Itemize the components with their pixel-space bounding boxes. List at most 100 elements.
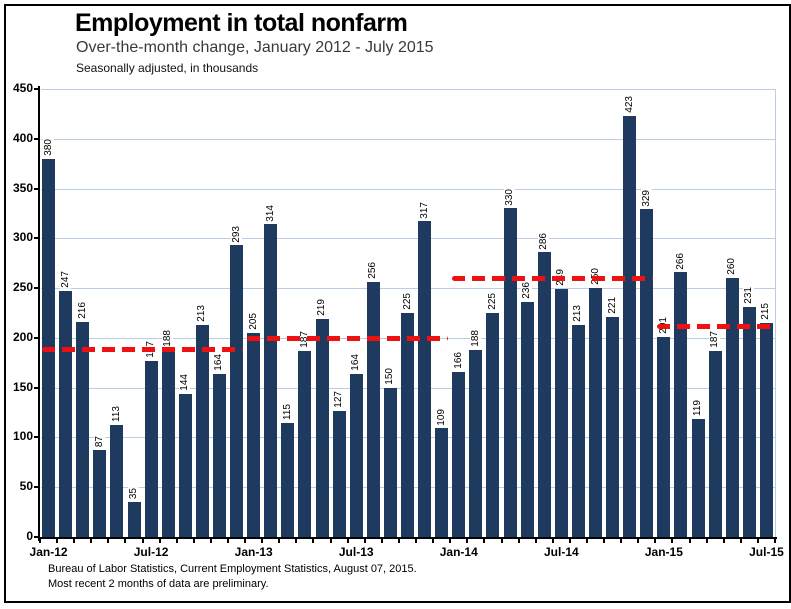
average-line-2012	[42, 347, 244, 353]
y-axis-tick-0	[34, 536, 39, 538]
x-axis-tick-13	[261, 539, 264, 543]
bar-Apr-12	[93, 450, 107, 537]
gridline-300	[41, 238, 776, 240]
bar-Feb-15	[674, 272, 688, 537]
x-axis-tick-31	[568, 539, 571, 543]
bar-Jul-14	[554, 289, 568, 537]
y-axis-tick-100	[34, 436, 39, 439]
footer-source-line: Bureau of Labor Statistics, Current Empl…	[48, 563, 417, 575]
x-axis-label-Jul-15: Jul-15	[749, 545, 784, 559]
x-axis-tick-25	[466, 539, 469, 543]
bar-value-label-Jan-12: 380	[42, 138, 54, 157]
bar-value-label-Jun-13: 127	[333, 389, 345, 409]
x-axis-tick-43	[774, 539, 776, 543]
y-axis-label-300: 300	[12, 230, 33, 245]
bar-value-label-Jan-13: 205	[247, 312, 259, 331]
bar-Feb-12	[59, 291, 73, 537]
y-axis-label-450: 450	[12, 81, 33, 95]
bar-Oct-13	[401, 313, 414, 537]
bar-value-label-Sep-12: 144	[179, 372, 191, 392]
y-axis-label-400: 400	[12, 130, 33, 145]
bar-Aug-12	[161, 349, 175, 537]
bar-value-label-Nov-13: 317	[418, 200, 430, 220]
bar-Jul-15	[759, 322, 773, 537]
bar-Feb-14	[469, 349, 483, 537]
bar-Sep-13	[383, 387, 397, 537]
gridline-450	[41, 89, 776, 90]
bar-Jun-14	[537, 252, 551, 537]
bar-value-label-Jun-15: 231	[743, 286, 755, 306]
bar-Jul-12	[144, 360, 158, 537]
y-axis-tick-150	[34, 386, 39, 389]
x-axis-tick-14	[278, 539, 281, 543]
x-axis-tick-28	[517, 539, 520, 543]
bar-Jul-13	[349, 373, 363, 537]
bar-May-13	[315, 318, 329, 537]
bar-value-label-Sep-13: 150	[384, 366, 396, 386]
x-axis-tick-35	[637, 539, 640, 543]
average-line-2013	[247, 336, 449, 342]
x-axis-tick-10	[209, 539, 212, 543]
average-line-2014	[452, 275, 654, 281]
bar-value-label-Apr-15: 187	[709, 330, 721, 349]
bar-value-label-Mar-13: 115	[281, 402, 293, 421]
bar-Oct-14	[606, 316, 620, 537]
bar-value-label-Aug-13: 256	[367, 261, 379, 281]
gridline-350	[41, 188, 776, 190]
x-axis-tick-38	[688, 539, 691, 543]
x-axis-tick-37	[671, 539, 674, 543]
bar-value-label-Oct-13: 225	[401, 292, 413, 311]
bar-value-label-Apr-12: 87	[93, 435, 105, 449]
y-axis-tick-350	[34, 187, 39, 190]
x-axis-label-Jan-15: Jan-15	[644, 545, 683, 559]
bar-value-label-Dec-12: 293	[230, 224, 242, 244]
bar-May-15	[725, 278, 739, 537]
bar-Dec-13	[435, 428, 449, 537]
bar-Jan-14	[452, 371, 466, 537]
x-axis-tick-9	[192, 539, 195, 543]
x-axis-tick-20	[380, 539, 383, 543]
x-axis-label-Jan-12: Jan-12	[29, 545, 68, 559]
bar-Jun-12	[127, 502, 141, 537]
bar-value-label-Feb-15: 266	[674, 251, 686, 271]
bar-Oct-12	[195, 324, 209, 537]
bar-value-label-Jun-12: 35	[128, 487, 139, 501]
x-axis-tick-6	[141, 539, 144, 543]
x-axis-tick-40	[722, 539, 725, 543]
bar-value-label-Mar-14: 225	[486, 292, 498, 311]
x-axis-line	[38, 537, 777, 539]
bar-Sep-14	[589, 288, 603, 537]
x-axis-tick-4	[107, 539, 110, 543]
bar-Mar-12	[76, 321, 90, 537]
x-axis-tick-26	[483, 539, 486, 543]
bar-Dec-12	[230, 245, 244, 537]
y-axis-line	[38, 86, 40, 541]
y-axis-label-350: 350	[12, 180, 33, 195]
bar-value-label-Oct-12: 213	[196, 304, 208, 323]
x-axis-tick-19	[363, 539, 366, 543]
y-axis-label-100: 100	[12, 429, 33, 444]
x-axis-tick-3	[90, 539, 93, 543]
bar-Nov-14	[623, 115, 637, 537]
y-axis-tick-250	[34, 287, 39, 290]
bar-value-label-Nov-12: 164	[213, 353, 225, 372]
bar-value-label-Jul-15: 215	[760, 302, 772, 321]
x-axis-tick-17	[329, 539, 332, 543]
bar-Apr-14	[503, 208, 517, 537]
x-axis-label-Jan-13: Jan-13	[234, 545, 273, 559]
bar-value-label-Jan-14: 166	[452, 351, 464, 370]
x-axis-tick-23	[432, 539, 435, 543]
x-axis-label-Jul-13: Jul-13	[338, 545, 374, 559]
bar-Apr-13	[298, 350, 312, 537]
y-axis-tick-450	[34, 88, 39, 90]
bar-value-label-Jul-13: 164	[350, 353, 362, 372]
bar-value-label-Feb-13: 314	[264, 203, 276, 223]
x-axis-tick-30	[551, 539, 554, 543]
bar-value-label-May-14: 236	[521, 281, 533, 301]
x-axis-tick-27	[500, 539, 503, 543]
y-axis-tick-300	[34, 237, 39, 240]
x-axis-tick-21	[397, 539, 400, 543]
y-axis-label-50: 50	[19, 479, 33, 494]
